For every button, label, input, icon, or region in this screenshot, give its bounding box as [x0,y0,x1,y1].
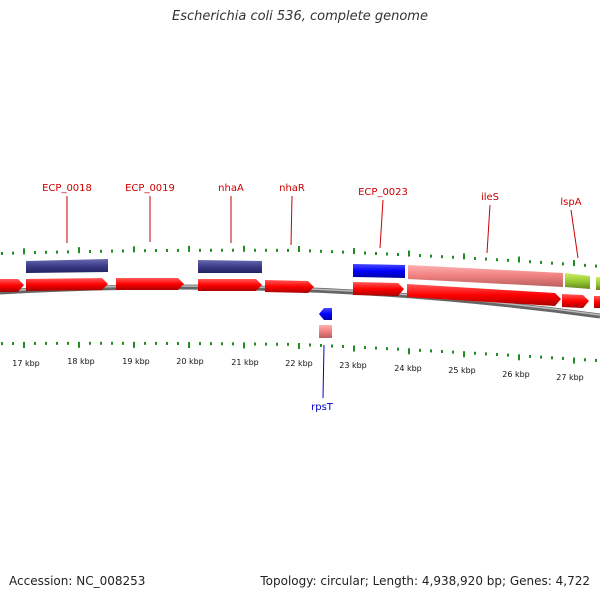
kbp-label: 22 kbp [285,359,313,368]
feature-lspA-green[interactable] [565,273,590,289]
gene-labels: ECP_0018 ECP_0019 nhaA nhaR ECP_0023 ile… [42,183,582,413]
kbp-scale-labels: 17 kbp 18 kbp 19 kbp 20 kbp 21 kbp 22 kb… [12,357,584,382]
kbp-label: 23 kbp [339,361,367,370]
feature-ecp0018-rna[interactable] [26,259,108,273]
kbp-label: 26 kbp [502,370,530,379]
gene-label-ECP_0018[interactable]: ECP_0018 [42,183,92,194]
kbp-label: 24 kbp [394,364,422,373]
cds-arrow[interactable] [26,278,108,291]
gene-label-rpsT[interactable]: rpsT [311,402,334,413]
upper-tick-row [1,245,597,268]
kbp-label: 25 kbp [448,366,476,375]
cds-arrow[interactable] [0,279,24,292]
accession-text: Accession: NC_008253 [9,574,146,588]
gene-label-nhaA[interactable]: nhaA [218,183,244,194]
label-leader-lines [66,195,579,399]
gene-label-ECP_0023[interactable]: ECP_0023 [358,187,408,198]
feature-ecp0023-blue[interactable] [353,264,405,278]
gene-label-lspA[interactable]: lspA [560,197,581,208]
kbp-label: 19 kbp [122,357,150,366]
lower-tick-row [1,341,597,364]
map-title: Escherichia coli 536, complete genome [172,9,428,24]
kbp-label: 21 kbp [231,358,259,367]
feature-rpsT-blue[interactable] [319,308,332,320]
rpsT-features [319,308,332,338]
genome-summary-text: Topology: circular; Length: 4,938,920 bp… [260,574,590,588]
feature-ileS-pink[interactable] [408,265,563,287]
cds-arrow[interactable] [198,279,262,291]
cds-arrow[interactable] [407,284,561,306]
kbp-label: 18 kbp [67,357,95,366]
cds-arrow[interactable] [116,278,184,290]
kbp-label: 27 kbp [556,373,584,382]
cds-arrow[interactable] [265,280,314,293]
kbp-label: 17 kbp [12,359,40,368]
gene-label-nhaR[interactable]: nhaR [279,183,305,194]
feature-nhaA-rna[interactable] [198,260,262,273]
feature-edge-green[interactable] [596,277,600,290]
gene-label-ileS[interactable]: ileS [481,192,499,203]
feature-rpsT-pink[interactable] [319,325,332,338]
cds-arrow[interactable] [562,294,589,308]
cds-arrow[interactable] [594,296,600,308]
kbp-label: 20 kbp [176,357,204,366]
cds-arrow[interactable] [353,282,404,296]
gene-label-ECP_0019[interactable]: ECP_0019 [125,183,175,194]
upper-feature-row [26,259,600,290]
cds-forward-row [0,278,600,308]
